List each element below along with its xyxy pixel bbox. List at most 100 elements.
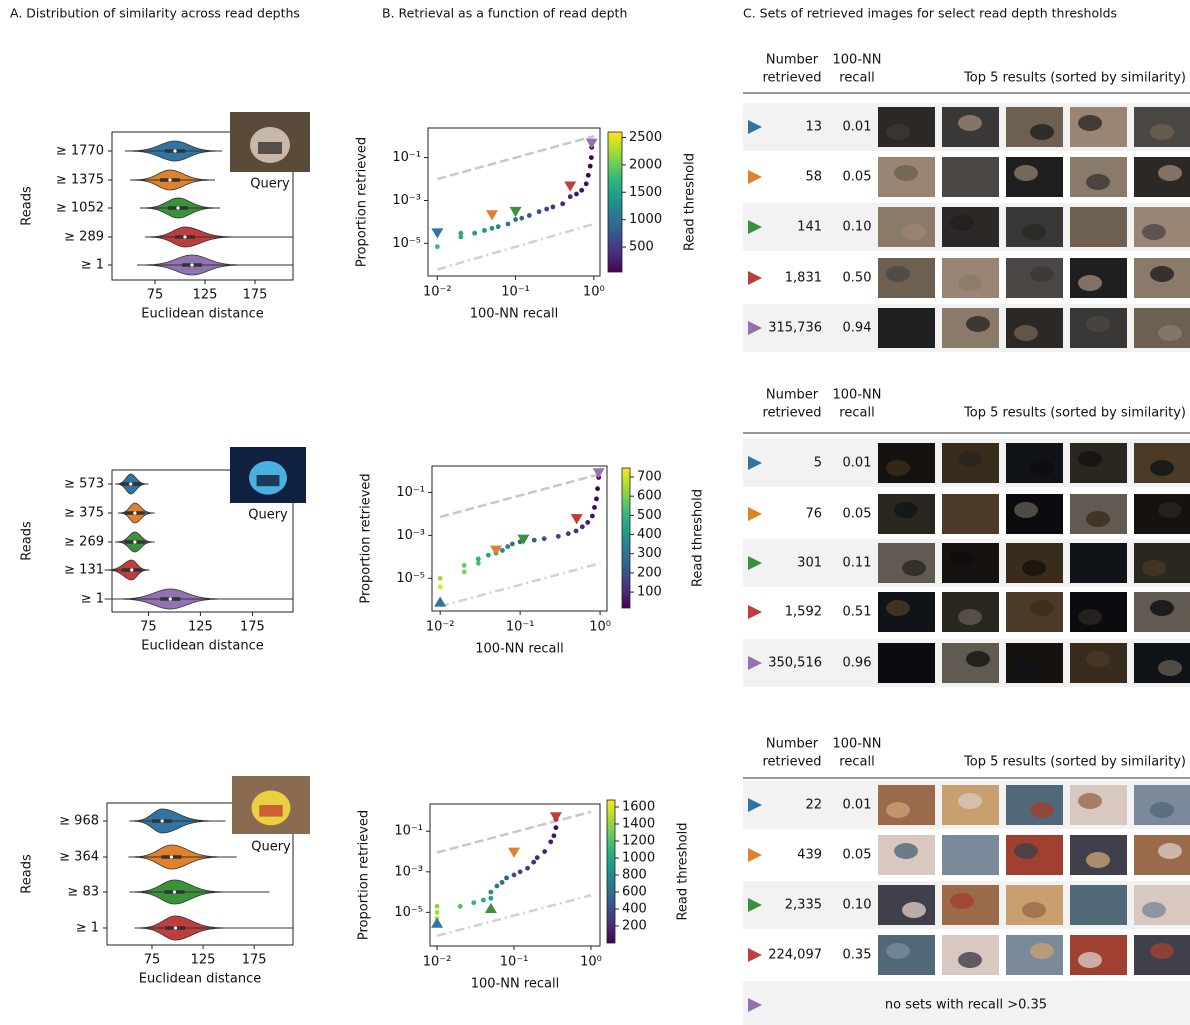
- result-image-detail: [1078, 115, 1102, 131]
- point: [488, 896, 493, 901]
- cell-number: 1,592: [785, 605, 822, 620]
- point: [471, 900, 476, 905]
- x-tick-label: 75: [144, 953, 161, 968]
- result-image-detail: [894, 502, 918, 518]
- point: [588, 164, 593, 169]
- x-axis-label: 100-NN recall: [471, 977, 559, 992]
- point: [560, 201, 565, 206]
- header-text: recall: [839, 406, 874, 421]
- header-text: retrieved: [762, 755, 821, 770]
- colorbar-tick-label: 1600: [622, 799, 655, 814]
- point: [542, 849, 547, 854]
- point: [504, 876, 509, 881]
- colorbar-tick-label: 700: [637, 470, 662, 485]
- colorbar-tick-label: 2000: [629, 157, 662, 172]
- violin-median: [174, 926, 177, 929]
- point: [594, 496, 599, 501]
- point: [435, 904, 440, 909]
- violin-median: [170, 855, 173, 858]
- cell-recall: 0.05: [843, 507, 872, 522]
- colorbar-tick-label: 600: [637, 489, 662, 504]
- result-image-detail: [950, 215, 974, 231]
- result-image-detail: [958, 952, 982, 968]
- y-tick-label: ≥ 1375: [56, 173, 104, 188]
- result-image-detail: [1014, 843, 1038, 859]
- x-axis-label: Euclidean distance: [141, 639, 264, 654]
- y-axis-label: Proportion retrieved: [357, 810, 372, 940]
- result-image-detail: [1158, 502, 1182, 518]
- x-axis-label: Euclidean distance: [141, 307, 264, 322]
- result-image-detail: [1078, 793, 1102, 809]
- plot-frame: [432, 466, 607, 611]
- result-image-detail: [1022, 902, 1046, 918]
- reference-line: [437, 136, 593, 179]
- header-text: Number: [766, 53, 819, 68]
- result-image-detail: [894, 843, 918, 859]
- point: [495, 884, 500, 889]
- y-tick-label: 10⁻⁵: [394, 905, 423, 920]
- result-image-detail: [1030, 943, 1054, 959]
- x-tick-label: 175: [240, 620, 265, 635]
- panel-title: C. Sets of retrieved images for select r…: [743, 6, 1117, 21]
- result-image-detail: [1158, 660, 1182, 676]
- cell-recall: 0.94: [843, 321, 872, 336]
- cell-recall: 0.01: [843, 120, 872, 135]
- result-image-detail: [966, 316, 990, 332]
- x-tick-label: 125: [188, 620, 213, 635]
- x-tick-label: 125: [193, 288, 218, 303]
- y-tick-label: 10⁻³: [394, 864, 423, 879]
- x-tick-label: 175: [243, 288, 268, 303]
- point: [472, 231, 477, 236]
- violin-median: [173, 890, 176, 893]
- cell-number: 224,097: [768, 948, 822, 963]
- highlight-marker: [593, 468, 605, 478]
- result-image-detail: [894, 165, 918, 181]
- colorbar-tick-label: 200: [622, 918, 647, 933]
- point: [482, 228, 487, 233]
- cell-number: 141: [797, 220, 822, 235]
- result-image-detail: [1086, 316, 1110, 332]
- point: [490, 226, 495, 231]
- y-axis-label: Reads: [20, 186, 35, 226]
- query-image-detail: [259, 805, 282, 817]
- result-image-detail: [950, 551, 974, 567]
- point: [512, 873, 517, 878]
- y-tick-label: ≥ 573: [64, 477, 104, 492]
- header-text: Top 5 results (sorted by similarity): [963, 755, 1186, 770]
- result-image-detail: [1150, 460, 1174, 476]
- point: [438, 584, 443, 589]
- point: [542, 536, 547, 541]
- query-label: Query: [248, 508, 288, 523]
- colorbar-tick-label: 100: [637, 585, 662, 600]
- result-image-detail: [1158, 325, 1182, 341]
- colorbar-label: Read threshold: [683, 153, 698, 251]
- cell-number: 58: [805, 170, 822, 185]
- point: [458, 904, 463, 909]
- point: [595, 486, 600, 491]
- colorbar-tick-label: 500: [629, 240, 654, 255]
- colorbar-label: Read threshold: [691, 489, 706, 587]
- result-image-detail: [1078, 275, 1102, 291]
- colorbar-tick-label: 1400: [622, 816, 655, 831]
- result-image-detail: [1014, 502, 1038, 518]
- highlight-marker: [431, 228, 443, 238]
- result-image-detail: [950, 893, 974, 909]
- result-image-detail: [1014, 660, 1038, 676]
- cell-recall: 0.11: [843, 556, 872, 571]
- point: [435, 910, 440, 915]
- point: [527, 213, 532, 218]
- point: [476, 557, 481, 562]
- result-image-detail: [1158, 165, 1182, 181]
- colorbar-tick-label: 400: [622, 901, 647, 916]
- point: [590, 514, 595, 519]
- y-tick-label: ≥ 1: [81, 592, 104, 607]
- cell-number: 76: [805, 507, 822, 522]
- y-axis-label: Proportion retrieved: [355, 137, 370, 267]
- y-tick-label: 10⁻³: [396, 528, 425, 543]
- x-tick-label: 10⁻¹: [506, 620, 535, 635]
- point: [500, 880, 505, 885]
- y-axis-label: Reads: [20, 854, 35, 894]
- point: [510, 542, 515, 547]
- x-tick-label: 10⁰: [580, 955, 602, 970]
- result-image-detail: [1158, 843, 1182, 859]
